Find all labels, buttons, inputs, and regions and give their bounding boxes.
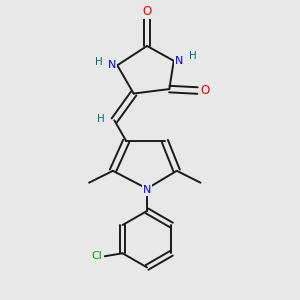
Text: H: H <box>97 114 105 124</box>
Text: N: N <box>107 60 116 70</box>
Text: O: O <box>200 84 210 97</box>
Text: Cl: Cl <box>92 251 103 261</box>
Text: H: H <box>189 51 197 62</box>
Text: N: N <box>175 56 184 66</box>
Text: H: H <box>95 57 103 67</box>
Text: O: O <box>142 5 152 18</box>
Text: N: N <box>143 185 151 195</box>
